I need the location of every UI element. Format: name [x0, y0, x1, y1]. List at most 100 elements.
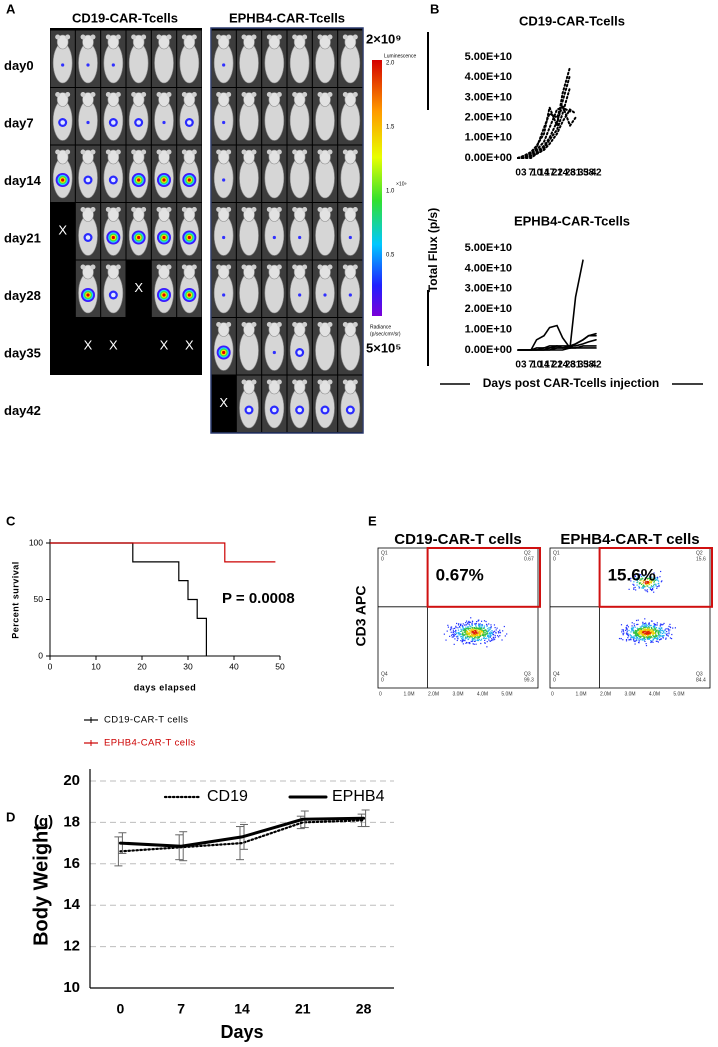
event-dot: [651, 630, 653, 632]
mouse-ear: [266, 149, 272, 155]
event-dot: [495, 632, 497, 634]
event-dot: [649, 632, 652, 635]
mouse-head: [293, 322, 306, 337]
event-dot: [637, 619, 639, 621]
event-dot: [642, 574, 644, 576]
event-dot: [633, 584, 635, 586]
event-dot: [463, 631, 465, 633]
mouse-ear: [216, 264, 222, 270]
event-dot: [469, 642, 471, 645]
event-dot: [649, 576, 652, 578]
event-dot: [656, 634, 658, 637]
event-dot: [634, 631, 637, 633]
mouse-ear: [226, 322, 232, 327]
mouse-ear: [276, 322, 282, 327]
mouse-ear: [115, 207, 121, 212]
mouse-ear: [181, 149, 187, 155]
mouse-head: [183, 207, 196, 222]
event-dot: [630, 580, 632, 582]
unit-label: (g): [34, 813, 53, 830]
event-dot: [638, 640, 640, 642]
event-dot: [454, 638, 456, 640]
event-dot: [461, 637, 463, 640]
event-dot: [474, 623, 476, 625]
event-dot: [470, 635, 472, 638]
x-tick-label: 38: [583, 360, 594, 371]
event-dot: [449, 629, 452, 631]
panel-label: D: [6, 809, 15, 824]
event-dot: [656, 635, 658, 637]
mouse-head: [344, 34, 357, 50]
event-dot: [642, 623, 644, 625]
event-dot: [460, 623, 462, 625]
event-dot: [638, 587, 640, 589]
event-dot: [471, 622, 473, 624]
mouse-ear: [55, 34, 61, 40]
event-dot: [459, 633, 461, 635]
event-dot: [647, 628, 649, 631]
mouse-head: [217, 92, 230, 107]
event-dot: [478, 636, 480, 638]
event-dot: [485, 631, 487, 633]
signal: [162, 120, 166, 125]
mouse-head: [56, 149, 69, 165]
signal: [162, 293, 166, 297]
event-dot: [640, 580, 642, 582]
event-dot: [471, 640, 473, 643]
signal: [323, 293, 327, 297]
event-dot: [649, 630, 652, 632]
event-dot: [631, 628, 633, 631]
event-dot: [484, 629, 487, 631]
x-tick-label: 20: [137, 661, 147, 671]
event-dot: [642, 585, 644, 587]
signal: [297, 350, 302, 355]
event-dot: [652, 588, 654, 591]
event-dot: [452, 633, 454, 636]
event-dot: [469, 632, 471, 634]
signal: [111, 235, 115, 240]
mouse-head: [217, 264, 230, 280]
event-dot: [647, 634, 649, 636]
event-dot: [627, 635, 630, 637]
weight-line: [119, 819, 365, 853]
event-dot: [646, 585, 648, 587]
event-dot: [665, 628, 667, 630]
event-dot: [642, 622, 644, 624]
event-dot: [470, 630, 473, 632]
signal: [222, 293, 226, 297]
event-dot: [468, 636, 470, 638]
event-dot: [471, 624, 473, 626]
event-dot: [641, 631, 643, 633]
event-dot: [645, 632, 647, 634]
event-dot: [670, 637, 673, 640]
event-dot: [660, 635, 662, 637]
event-dot: [646, 635, 649, 637]
signal: [187, 293, 191, 297]
event-dot: [472, 627, 474, 629]
event-dot: [642, 578, 644, 580]
event-dot: [626, 628, 628, 630]
event-dot: [669, 623, 671, 626]
event-dot: [640, 632, 643, 634]
event-dot: [483, 625, 486, 627]
event-dot: [480, 639, 482, 641]
event-dot: [643, 633, 645, 635]
x-tick-label: 3.0M: [452, 691, 463, 697]
event-dot: [645, 625, 648, 627]
mouse-ear: [251, 322, 257, 327]
mouse-ear: [317, 322, 323, 327]
event-dot: [469, 621, 471, 623]
event-dot: [478, 632, 480, 634]
mouse-ear: [292, 322, 298, 327]
signal: [111, 120, 116, 125]
event-dot: [457, 627, 459, 629]
event-dot: [461, 634, 464, 636]
event-dot: [475, 626, 478, 628]
signal: [111, 177, 116, 183]
event-dot: [632, 630, 635, 632]
colorbar-unit: (p/sec/cm²/sr): [370, 331, 401, 337]
event-dot: [641, 630, 644, 632]
event-dot: [451, 636, 453, 638]
x-tick-label: 31: [570, 360, 581, 371]
event-dot: [652, 630, 654, 632]
